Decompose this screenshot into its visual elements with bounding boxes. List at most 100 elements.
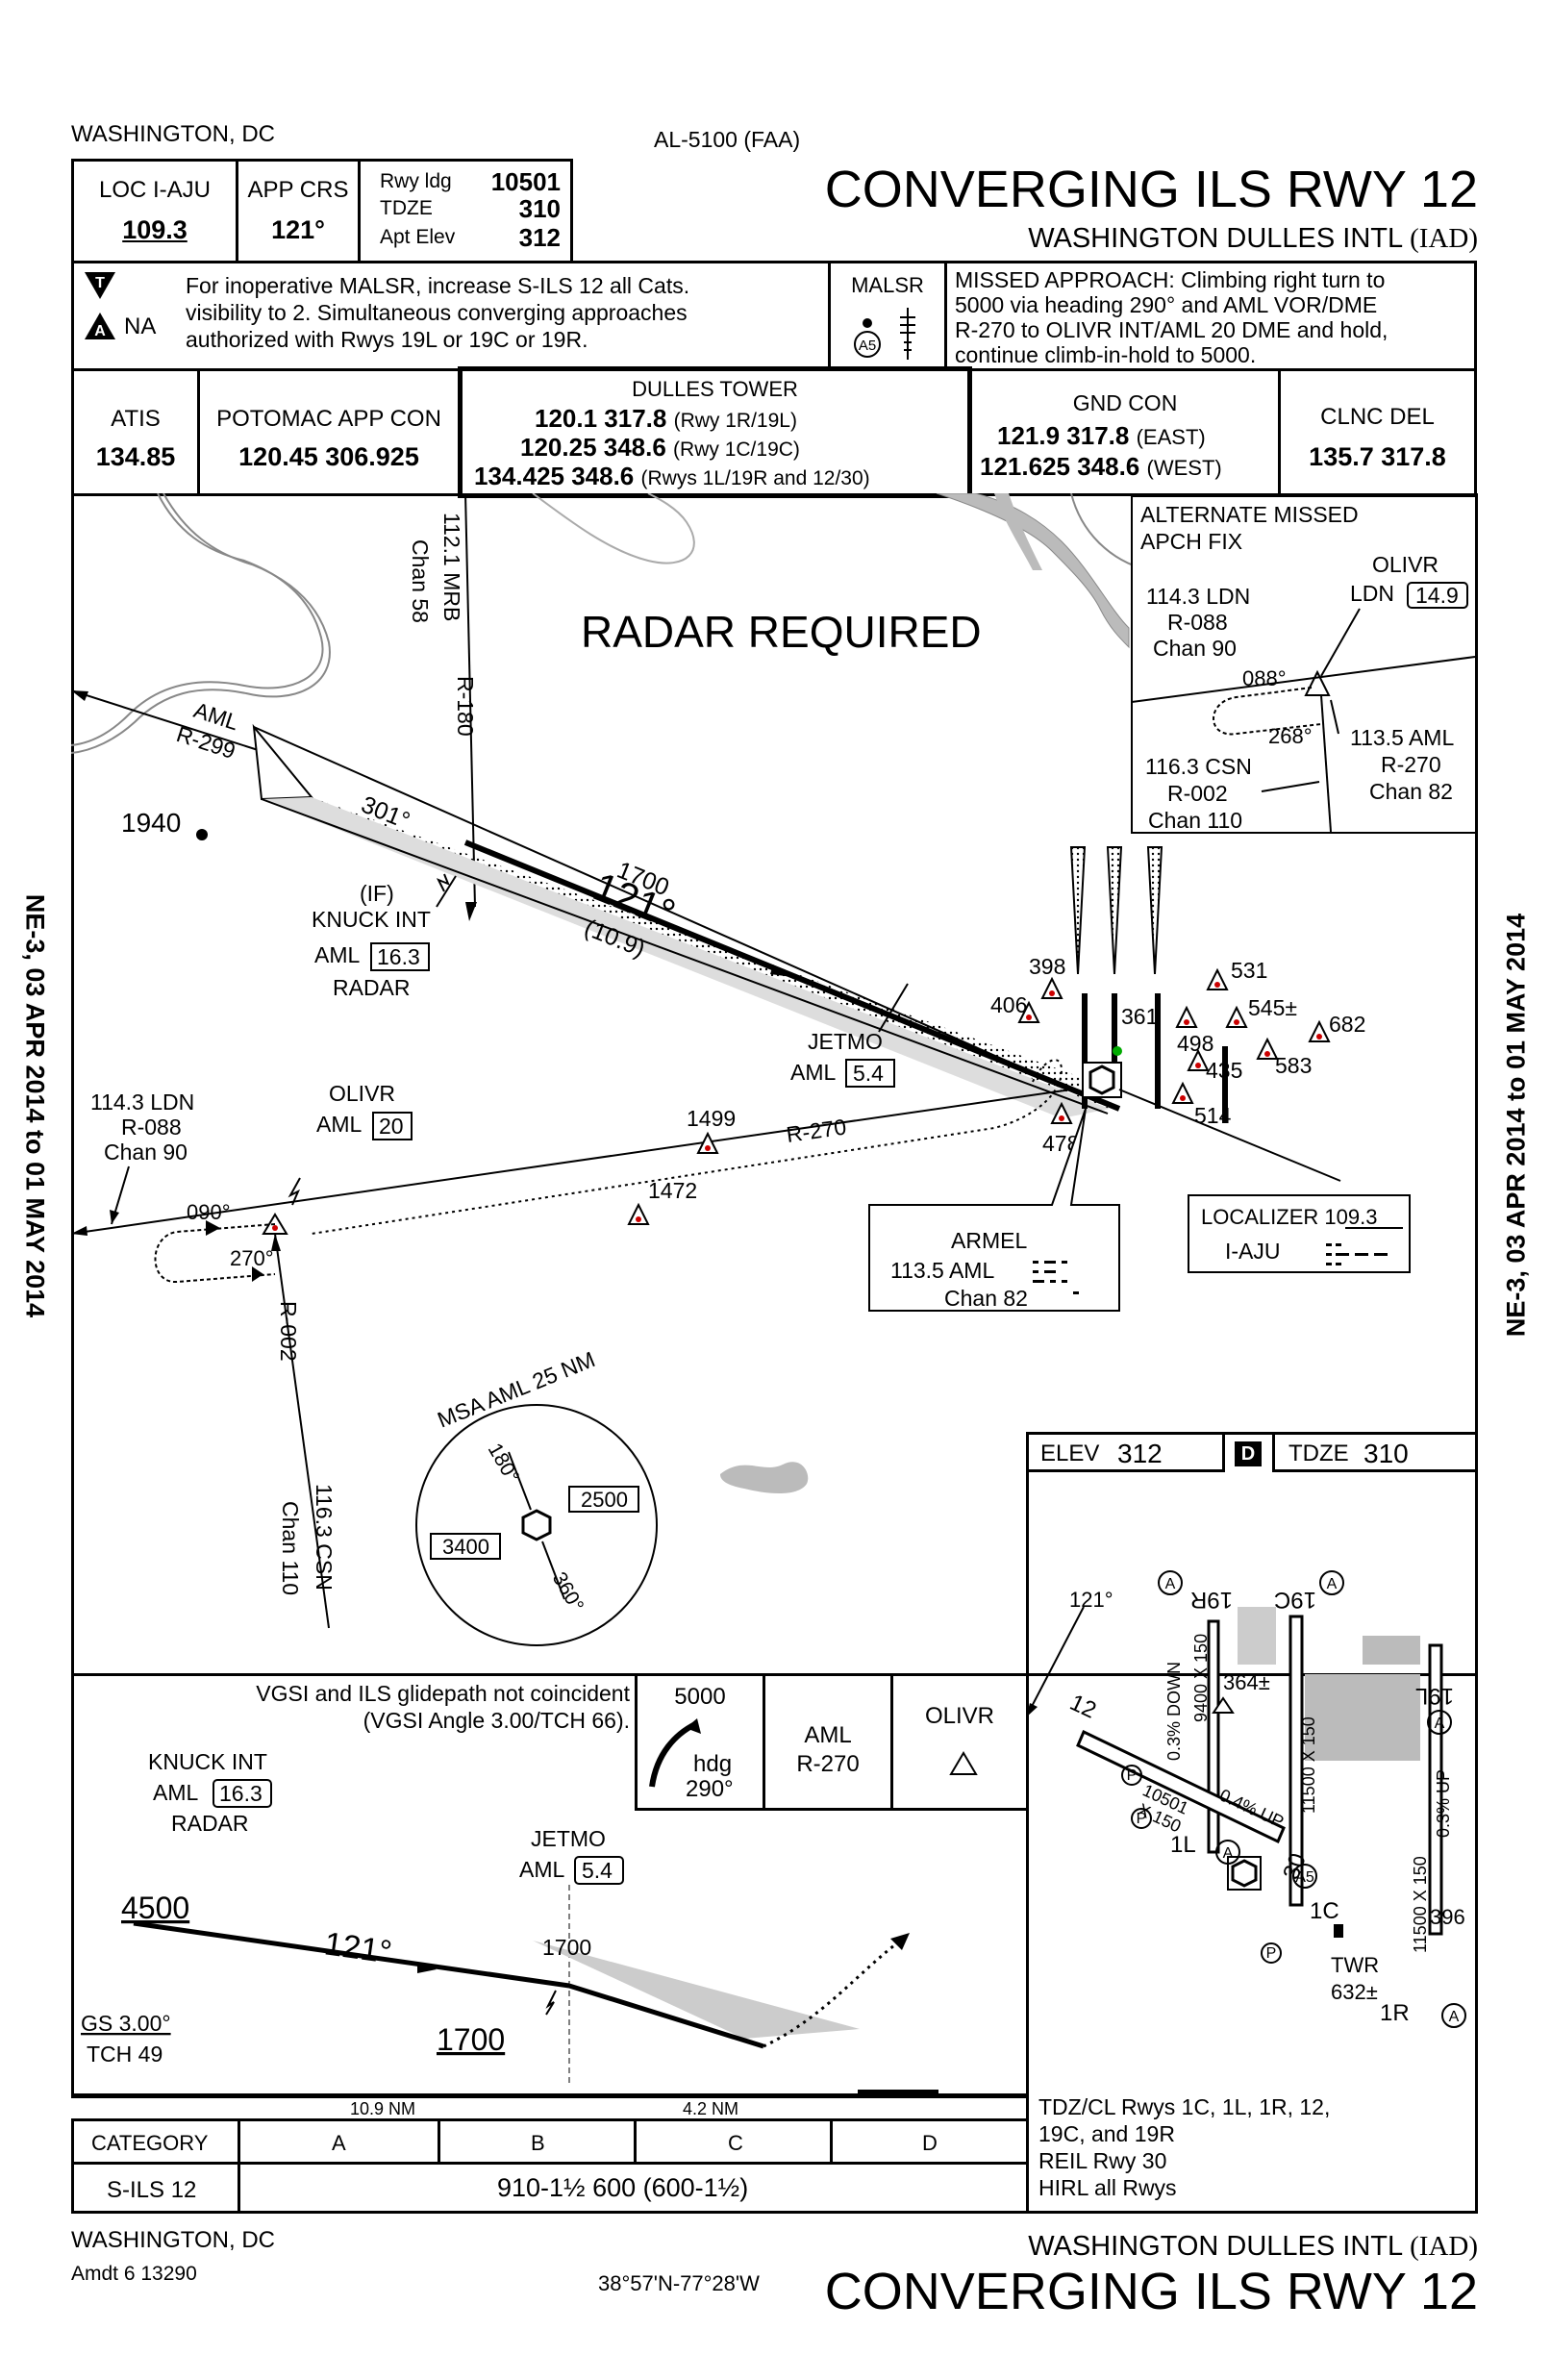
profile-crs-121: 121° xyxy=(322,1925,394,1970)
localizer-morse-icon xyxy=(1326,1243,1388,1265)
obstacle-406: 406 xyxy=(990,992,1040,1023)
elev-value: 312 xyxy=(1117,1439,1163,1468)
profile-knuck-radar: RADAR xyxy=(171,1811,249,1836)
diagram-crs-121: 121° xyxy=(1069,1588,1113,1612)
atis-box: ATIS 134.85 xyxy=(71,368,200,496)
dist-4-2: 4.2 NM xyxy=(683,2099,739,2118)
dim-11500-b: 11500 X 150 xyxy=(1411,1856,1430,1953)
vgsi-line-2: (VGSI Angle 3.00/TCH 66). xyxy=(363,1708,630,1733)
tower-2-freq: 120.25 348.6 xyxy=(520,433,666,462)
tdze-box: TDZE 310 xyxy=(1272,1432,1478,1472)
profile-knuck-name: KNUCK INT xyxy=(148,1750,267,1774)
missed-icon-radial: AML R-270 xyxy=(763,1673,893,1811)
olivr-dme-box xyxy=(372,1112,413,1140)
notes-box: T A NA For inoperative MALSR, increase S… xyxy=(71,261,831,371)
category-b: B xyxy=(531,2131,545,2155)
knuck-name: KNUCK INT xyxy=(312,907,431,932)
svg-text:A: A xyxy=(1165,1576,1176,1592)
potomac-frequency: 120.45 306.925 xyxy=(238,442,419,471)
diagram-note-2: 19C, and 19R xyxy=(1038,2121,1175,2146)
vgsi-box: VGSI and ILS glidepath not coincident (V… xyxy=(71,1673,638,1750)
elev-label: ELEV xyxy=(1040,1441,1100,1466)
rwy-1r: 1R xyxy=(1380,2000,1410,2026)
note-line-1: For inoperative MALSR, increase S-ILS 12… xyxy=(186,273,690,298)
category-a: A xyxy=(332,2131,346,2155)
profile-knuck-aml: AML xyxy=(153,1780,199,1805)
side-date-left: NE-3, 03 APR 2014 to 01 MAY 2014 xyxy=(20,893,50,1318)
ldn-line-3: Chan 90 xyxy=(104,1140,188,1165)
profile-alt-4500: 4500 xyxy=(121,1891,189,1925)
svg-text:P: P xyxy=(1266,1945,1277,1962)
footer-title: CONVERGING ILS RWY 12 xyxy=(824,2263,1478,2320)
elev-box: ELEV 312 xyxy=(1026,1432,1225,1472)
airport-sketch xyxy=(1069,846,1341,1182)
inset-ldn-line-3: Chan 90 xyxy=(1153,636,1237,661)
svg-text:682: 682 xyxy=(1329,1012,1365,1037)
msa-center-icon xyxy=(521,1509,552,1541)
obstacle-545: 545± xyxy=(1225,995,1297,1028)
csn-freq: 116.3 CSN xyxy=(312,1484,337,1591)
diagram-note-3: REIL Rwy 30 xyxy=(1038,2148,1167,2173)
dist-10-9: 10.9 NM xyxy=(350,2099,416,2118)
tower-line-2: 120.25 348.6 (Rwy 1C/19C) xyxy=(520,435,800,460)
missed-line-4: continue climb-in-hold to 5000. xyxy=(955,342,1257,367)
loc-label: LOC I-AJU xyxy=(98,177,211,203)
procedure-title: CONVERGING ILS RWY 12 xyxy=(824,161,1478,218)
tower-line-1: 120.1 317.8 (Rwy 1R/19L) xyxy=(535,406,797,431)
slope-down: 0.3% DOWN xyxy=(1164,1662,1184,1761)
minima-row-label: S-ILS 12 xyxy=(107,2177,197,2203)
inset-ldn-dme: 14.9 xyxy=(1415,583,1459,608)
tower-1-freq: 120.1 317.8 xyxy=(535,404,667,433)
malsr-box: MALSR A5 xyxy=(828,261,947,371)
inset-aml-line-3: Chan 82 xyxy=(1369,779,1453,804)
gnd-1-note: (EAST) xyxy=(1136,425,1206,449)
missed-line-2: 5000 via heading 290° and AML VOR/DME xyxy=(955,292,1378,317)
footer-airport: WASHINGTON DULLES INTL (IAD) xyxy=(1028,2231,1478,2263)
gnd-2-note: (WEST) xyxy=(1146,456,1222,480)
hold-270: 270° xyxy=(230,1246,274,1270)
twr-label: TWR xyxy=(1331,1953,1379,1977)
tower-line-3: 134.425 348.6 (Rwys 1L/19R and 12/30) xyxy=(474,463,870,489)
svg-text:A: A xyxy=(1449,2009,1460,2025)
app-crs-label: APP CRS xyxy=(247,177,349,203)
gnd-2-freq: 121.625 348.6 xyxy=(980,452,1140,481)
loc-frequency: 109.3 xyxy=(122,215,188,244)
svg-text:A5: A5 xyxy=(1295,1869,1314,1886)
dme-badge: D xyxy=(1235,1441,1262,1466)
runway-data-box: Rwy ldg 10501 TDZE 310 Apt Elev 312 xyxy=(358,159,573,263)
ldn-line-2: R-088 xyxy=(121,1115,182,1140)
olivr-name: OLIVR xyxy=(329,1081,395,1106)
category-label: CATEGORY xyxy=(91,2131,209,2155)
inset-olivr: OLIVR xyxy=(1372,552,1438,577)
minima-header-row xyxy=(74,2121,1026,2165)
svg-text:545±: 545± xyxy=(1248,995,1297,1020)
csn-chan: Chan 110 xyxy=(278,1501,303,1595)
missed-approach-box: MISSED APPROACH: Climbing right turn to … xyxy=(944,261,1477,371)
ground-box: GND CON 121.9 317.8 (EAST) 121.625 348.6… xyxy=(969,368,1281,496)
knuck-if: (IF) xyxy=(360,881,394,906)
minima-table: CATEGORY A B C D S-ILS 12 910-1½ 600 (60… xyxy=(71,2118,1029,2214)
clearance-box: CLNC DEL 135.7 317.8 xyxy=(1278,368,1477,496)
malsr-symbol-icon: A5 xyxy=(854,308,915,360)
knuck-radar: RADAR xyxy=(333,975,411,1000)
loc-box: LOC I-AJU 109.3 xyxy=(71,159,238,263)
inset-aml-line-2: R-270 xyxy=(1381,752,1441,777)
olivr-dme: 20 xyxy=(379,1114,404,1139)
missed-icon-hold: OLIVR xyxy=(890,1673,1029,1811)
svg-text:1472: 1472 xyxy=(648,1178,697,1203)
profile-jetmo-aml: AML xyxy=(519,1857,565,1882)
profile-jetmo-dme: 5.4 xyxy=(582,1858,613,1883)
obstacle-1472: 1472 xyxy=(627,1178,697,1225)
svg-text:583: 583 xyxy=(1275,1053,1312,1078)
obstacle-531: 531 xyxy=(1206,958,1267,990)
jetmo-dme: 5.4 xyxy=(853,1061,884,1086)
obstacle-1940-marker xyxy=(196,829,208,840)
obs-396: 396 xyxy=(1430,1905,1465,1929)
rwy-ldg-value: 10501 xyxy=(490,167,561,196)
inset-csn-line-2: R-002 xyxy=(1167,781,1228,806)
atis-frequency: 134.85 xyxy=(95,442,176,471)
rwy-19r: 19R xyxy=(1190,1587,1233,1613)
alt-missed-inset: ALTERNATE MISSED APCH FIX OLIVR LDN 14.9… xyxy=(1131,495,1477,834)
jetmo-name: JETMO xyxy=(808,1029,883,1054)
missed-line-1: MISSED APPROACH: Climbing right turn to xyxy=(955,267,1386,292)
